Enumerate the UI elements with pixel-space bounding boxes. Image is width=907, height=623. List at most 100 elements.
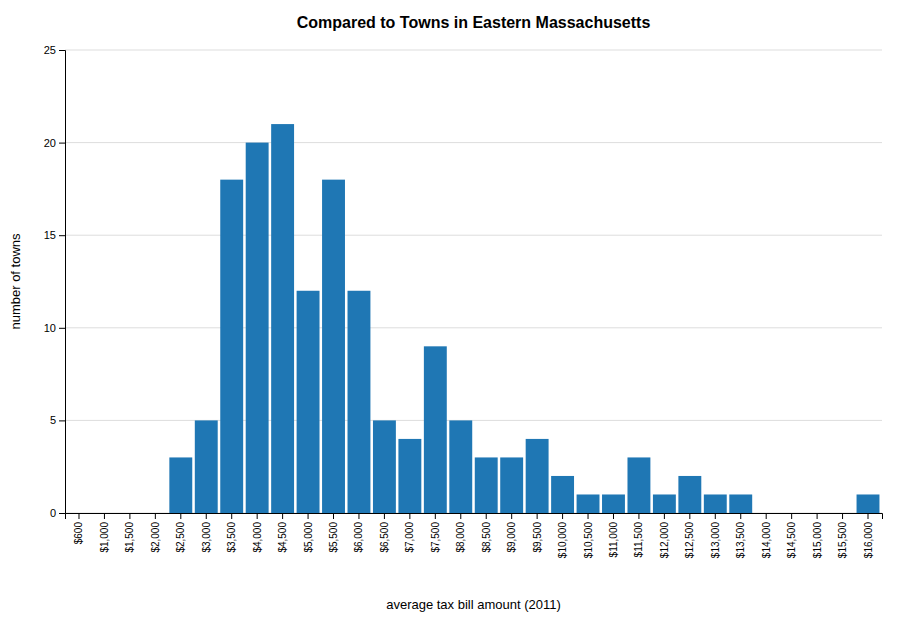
tick-mark <box>537 513 538 519</box>
bar <box>806 513 829 514</box>
tick-label: $10,500 <box>583 522 594 559</box>
tick-label: $8,000 <box>455 522 466 553</box>
bar <box>678 476 701 513</box>
tick-mark <box>206 513 207 519</box>
tick-mark <box>155 513 156 519</box>
tick-mark <box>59 235 65 236</box>
tick: $11,000 <box>608 513 619 557</box>
tick: $10,500 <box>583 513 594 558</box>
tick: $8,000 <box>455 513 466 553</box>
tick-label: 20 <box>44 137 56 149</box>
tick-label: $11,000 <box>608 522 619 558</box>
bar <box>857 494 880 513</box>
tick: $11,500 <box>633 513 644 557</box>
axis-line <box>66 514 883 520</box>
tick: 10 <box>44 322 65 334</box>
tick: $600 <box>73 513 84 544</box>
tick-mark <box>817 513 818 519</box>
bar <box>118 513 141 514</box>
bar <box>653 494 676 513</box>
tick-label: $11,500 <box>633 522 644 558</box>
bar <box>195 420 218 513</box>
tick-mark <box>715 513 716 519</box>
tick-label: 10 <box>44 322 56 334</box>
bar <box>475 457 498 513</box>
tick: $6,500 <box>379 513 390 553</box>
tick-label: $600 <box>73 522 84 545</box>
tick-label: $7,000 <box>404 522 415 553</box>
tick-mark <box>59 328 65 329</box>
bar <box>398 439 421 513</box>
tick-label: $5,500 <box>328 522 339 553</box>
grid <box>65 50 882 513</box>
tick-mark <box>333 513 334 519</box>
tick-mark <box>78 513 79 519</box>
tick-mark <box>842 513 843 519</box>
tick-label: $14,500 <box>786 522 797 559</box>
tick-mark <box>358 513 359 519</box>
tick: $1,500 <box>124 513 135 553</box>
tick: $14,000 <box>761 513 772 558</box>
tick-label: $12,000 <box>659 522 670 559</box>
tick-mark <box>460 513 461 519</box>
bar <box>220 180 243 513</box>
bar <box>500 457 523 513</box>
tick-mark <box>384 513 385 519</box>
tick-mark <box>59 143 65 144</box>
tick-mark <box>613 513 614 519</box>
tick: $16,000 <box>863 513 874 558</box>
y-axis-label: number of towns <box>8 233 23 330</box>
tick: $13,500 <box>735 513 746 558</box>
tick: $2,500 <box>175 513 186 553</box>
bar <box>602 494 625 513</box>
tick-label: $2,500 <box>175 522 186 553</box>
bar <box>704 494 727 513</box>
bar <box>627 457 650 513</box>
grid-line <box>65 50 882 51</box>
tick: $6,000 <box>353 513 364 553</box>
tick-label: $4,500 <box>277 522 288 553</box>
tick: $5,500 <box>328 513 339 553</box>
tick-label: $5,000 <box>303 522 314 553</box>
tick-label: 25 <box>44 44 56 56</box>
chart: 0510152025$600$1,000$1,500$2,000$2,500$3… <box>0 0 907 623</box>
tick: $9,500 <box>532 513 543 553</box>
title: Compared to Towns in Eastern Massachuset… <box>297 14 651 31</box>
bar <box>526 439 549 513</box>
tick: $5,000 <box>303 513 314 553</box>
tick-label: $15,500 <box>837 522 848 559</box>
tick-label: $2,000 <box>150 522 161 553</box>
tick-mark <box>59 513 65 514</box>
bar <box>348 291 371 513</box>
tick: 25 <box>44 44 65 56</box>
tick-mark <box>409 513 410 519</box>
bar <box>169 457 192 513</box>
plot-area: 0510152025$600$1,000$1,500$2,000$2,500$3… <box>44 44 883 558</box>
tick-label: $6,500 <box>379 522 390 553</box>
tick-label: $15,000 <box>812 522 823 559</box>
bar <box>373 420 396 513</box>
tick: 15 <box>44 229 65 241</box>
bar <box>322 180 345 513</box>
tick-label: $3,500 <box>226 522 237 553</box>
tick-mark <box>664 513 665 519</box>
tick: $4,000 <box>252 513 263 553</box>
tick: $4,500 <box>277 513 288 553</box>
tick-mark <box>740 513 741 519</box>
grid-line <box>65 420 882 421</box>
bars <box>169 124 879 513</box>
x-axis: $600$1,000$1,500$2,000$2,500$3,000$3,500… <box>66 513 883 558</box>
bar <box>68 513 91 514</box>
tick-label: $10,000 <box>557 522 568 559</box>
tick: $2,000 <box>150 513 161 553</box>
tick-mark <box>104 513 105 519</box>
tick-mark <box>282 513 283 519</box>
tick: 5 <box>50 414 65 426</box>
tick-label: $8,500 <box>481 522 492 553</box>
grid-line <box>65 142 882 143</box>
tick-mark <box>59 50 65 51</box>
tick-label: $16,000 <box>863 522 874 559</box>
tick-label: $9,500 <box>532 522 543 553</box>
bar <box>144 513 167 514</box>
bar <box>551 476 574 513</box>
